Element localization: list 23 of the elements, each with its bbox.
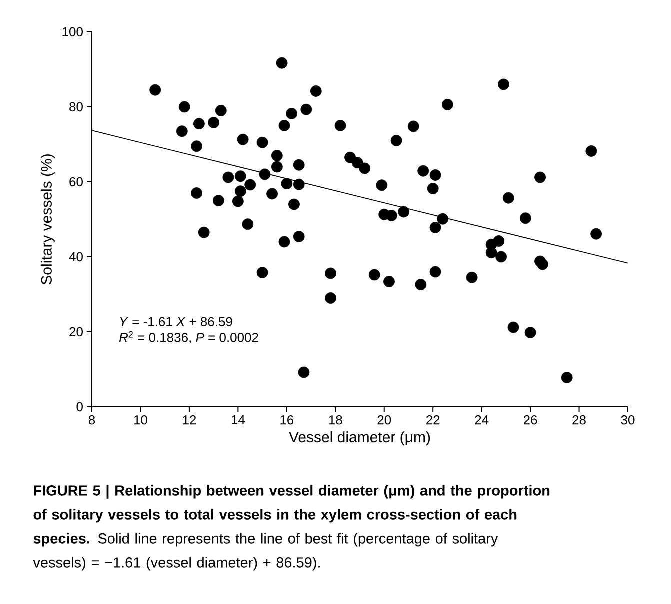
annotation: R$^{2}$ = 0.1836, P = 0.0002 [119, 331, 258, 344]
y-tick-label: 60 [70, 177, 83, 187]
y-tick-label: 0 [76, 402, 83, 412]
x-tick-label: 16 [280, 416, 294, 425]
x-tick-label: 14 [232, 416, 246, 424]
x-tick-label: 18 [329, 416, 342, 425]
x-tick-label: 8 [88, 416, 96, 425]
x-tick-label: 26 [524, 416, 538, 425]
y-tick-label: 20 [70, 327, 83, 337]
y-axis-title: Solitary vessels (%) [40, 154, 55, 285]
y-tick-label: 40 [69, 252, 83, 262]
text: FIGURE 5 | Relationship between vessel diameter (μm) and the proportion of solitary vessels to total vessels in the xylem cross-section of each species. Solid line represents the line of best fit (percentage of solitary vessels) = −1.61 (vessel diameter) + 86.59). [33, 485, 550, 571]
x-axis-title: Vessel diameter (μm) [289, 432, 430, 446]
x-tick-label: 12 [183, 416, 196, 425]
x-tick-label: 30 [621, 416, 635, 425]
y-tick-label: 80 [70, 102, 83, 112]
x-tick-label: 22 [426, 416, 440, 425]
x-tick-label: 28 [572, 416, 586, 425]
annotation: Y = -1.61 X + 86.59 [120, 317, 232, 326]
x-tick-label: 10 [134, 416, 148, 425]
y-tick-label: 100 [62, 27, 83, 37]
x-tick-label: 24 [475, 416, 489, 425]
x-tick-label: 20 [378, 416, 392, 425]
